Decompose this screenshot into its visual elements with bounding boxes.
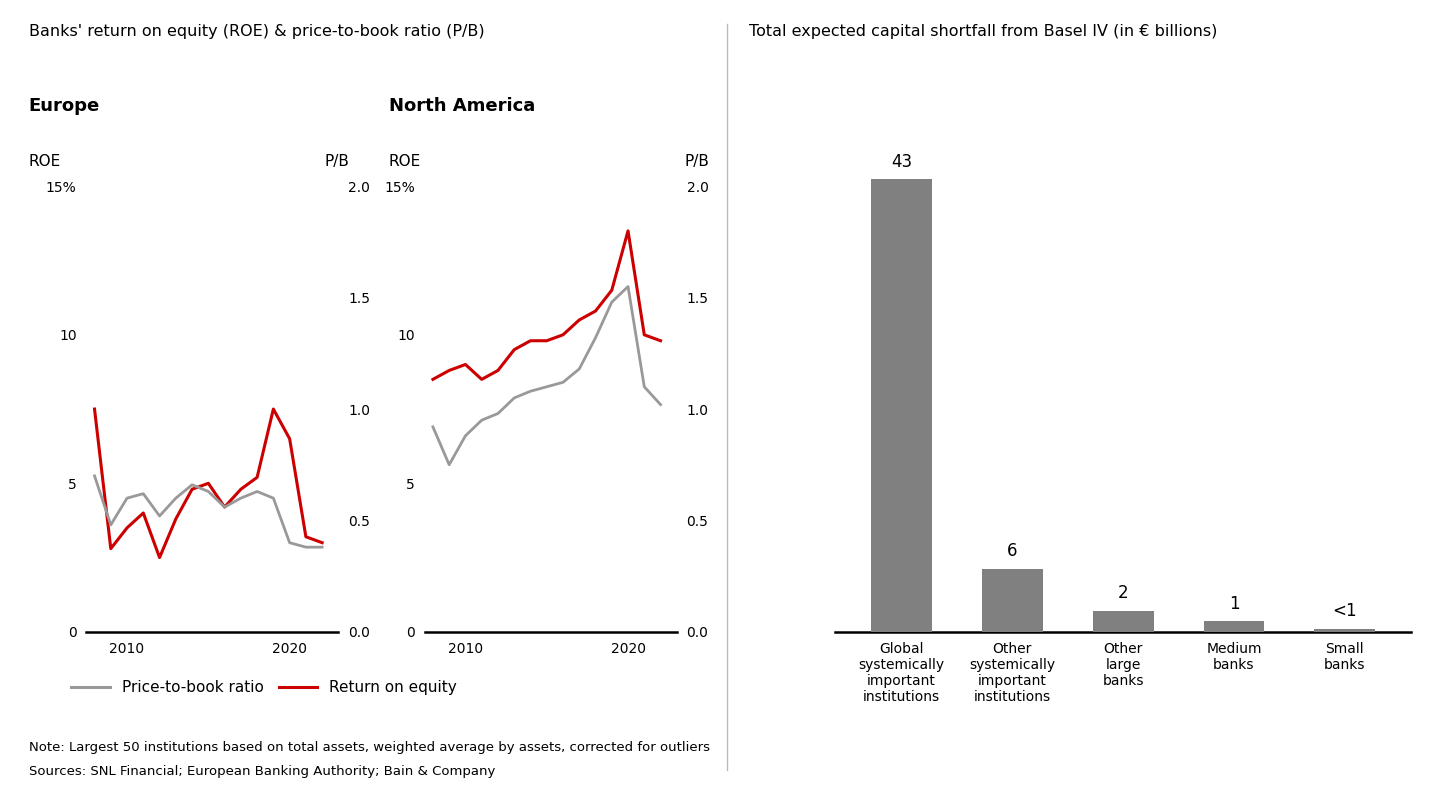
Text: ROE: ROE	[389, 154, 420, 169]
Bar	[982, 569, 1043, 632]
Text: <1: <1	[1332, 602, 1356, 620]
Text: North America: North America	[389, 97, 536, 115]
Text: 2: 2	[1117, 584, 1129, 603]
Text: Banks' return on equity (ROE) & price-to-book ratio (P/B): Banks' return on equity (ROE) & price-to…	[29, 24, 484, 40]
Text: ROE: ROE	[29, 154, 60, 169]
Legend: Price-to-book ratio, Return on equity: Price-to-book ratio, Return on equity	[65, 674, 464, 701]
Bar	[871, 179, 932, 632]
Text: P/B: P/B	[684, 154, 708, 169]
Text: 43: 43	[891, 152, 912, 171]
Text: 1: 1	[1228, 595, 1240, 613]
Bar	[1315, 629, 1375, 632]
Bar	[1204, 621, 1264, 632]
Text: Total expected capital shortfall from Basel IV (in € billions): Total expected capital shortfall from Ba…	[749, 24, 1217, 40]
Text: P/B: P/B	[324, 154, 348, 169]
Bar	[1093, 611, 1153, 632]
Text: Note: Largest 50 institutions based on total assets, weighted average by assets,: Note: Largest 50 institutions based on t…	[29, 741, 710, 754]
Text: Sources: SNL Financial; European Banking Authority; Bain & Company: Sources: SNL Financial; European Banking…	[29, 765, 495, 778]
Text: Europe: Europe	[29, 97, 99, 115]
Text: 6: 6	[1007, 542, 1018, 561]
